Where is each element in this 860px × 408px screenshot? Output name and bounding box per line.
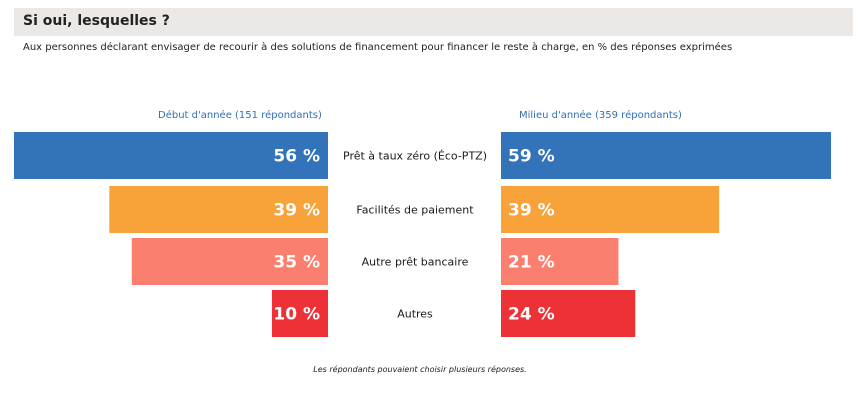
data-label-left-0: 56 % (273, 147, 320, 167)
category-label-1: Facilités de paiement (356, 204, 474, 217)
chart-title: Si oui, lesquelles ? (23, 13, 170, 29)
category-label-2: Autre prêt bancaire (362, 256, 469, 269)
bar-right-0 (501, 132, 831, 179)
data-label-right-1: 39 % (508, 201, 555, 221)
data-label-right-2: 21 % (508, 253, 555, 273)
title-band: Si oui, lesquelles ? (14, 8, 853, 36)
data-label-right-0: 59 % (508, 147, 555, 167)
bar-left-2 (131, 238, 328, 285)
bar-right-3 (501, 290, 636, 337)
chart-subtitle: Aux personnes déclarant envisager de rec… (23, 42, 733, 53)
data-label-left-3: 10 % (273, 305, 320, 325)
footnote: Les répondants pouvaient choisir plusieu… (313, 365, 527, 374)
bar-left-0 (14, 132, 328, 179)
bar-right-1 (501, 186, 720, 233)
category-label-3: Autres (397, 308, 433, 321)
data-label-left-1: 39 % (273, 201, 320, 221)
bar-right-2 (501, 238, 619, 285)
left-series-heading: Début d'année (151 répondants) (158, 110, 322, 121)
category-label-0: Prêt à taux zéro (Éco-PTZ) (343, 150, 487, 163)
data-label-left-2: 35 % (273, 253, 320, 273)
bar-left-1 (109, 186, 328, 233)
data-label-right-3: 24 % (508, 305, 555, 325)
bar-left-3 (271, 290, 328, 337)
right-series-heading: Milieu d'année (359 répondants) (519, 110, 682, 121)
